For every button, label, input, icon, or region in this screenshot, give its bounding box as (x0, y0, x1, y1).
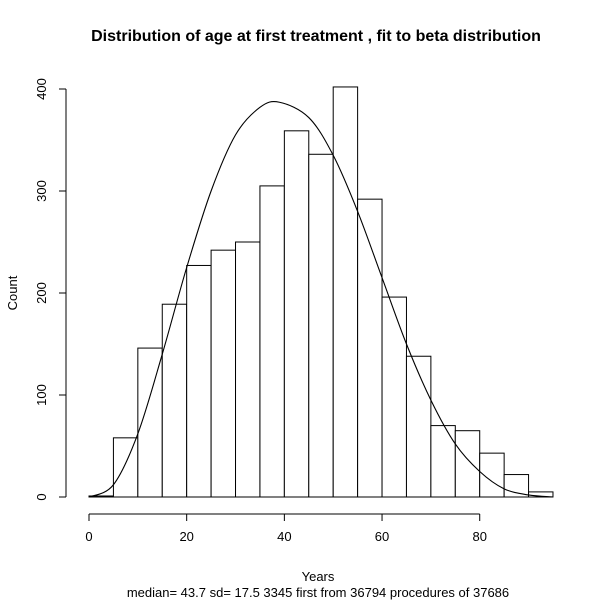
histogram-bar (283, 130, 310, 498)
x-tick-label: 60 (375, 529, 389, 544)
histogram-bar (112, 437, 139, 498)
beta-fit-curve (88, 101, 554, 498)
histogram-bar (357, 198, 383, 498)
histogram-bar (259, 185, 285, 498)
chart-title: Distribution of age at first treatment ,… (91, 28, 541, 45)
x-tick-label: 80 (472, 529, 486, 544)
histogram-bar (308, 153, 334, 498)
x-tick-label: 20 (179, 529, 193, 544)
histogram-bar (210, 249, 237, 498)
histogram-bar (235, 241, 261, 498)
y-tick-label: 300 (34, 180, 49, 202)
y-tick-label: 400 (34, 78, 49, 100)
histogram-bar (332, 86, 359, 498)
bars-group (88, 86, 554, 498)
histogram-bar (381, 296, 407, 498)
x-tick-label: 40 (277, 529, 291, 544)
y-tick-label: 0 (34, 493, 49, 500)
histogram-bar (161, 303, 188, 498)
histogram-bar (454, 430, 481, 498)
y-axis: 0 100 200 300 400 (34, 78, 67, 501)
chart-subtitle: median= 43.7 sd= 17.5 3345 first from 36… (127, 585, 509, 600)
y-tick-label: 200 (34, 282, 49, 304)
y-tick-label: 100 (34, 384, 49, 406)
x-tick-label: 0 (85, 529, 92, 544)
x-axis-label: Years (302, 569, 335, 584)
y-axis-label: Count (5, 275, 20, 310)
x-axis: 0 20 40 60 80 (85, 513, 487, 544)
histogram-bar (503, 474, 530, 498)
histogram-bar (405, 355, 432, 498)
histogram-bar (186, 264, 212, 498)
histogram-bar (430, 425, 456, 498)
